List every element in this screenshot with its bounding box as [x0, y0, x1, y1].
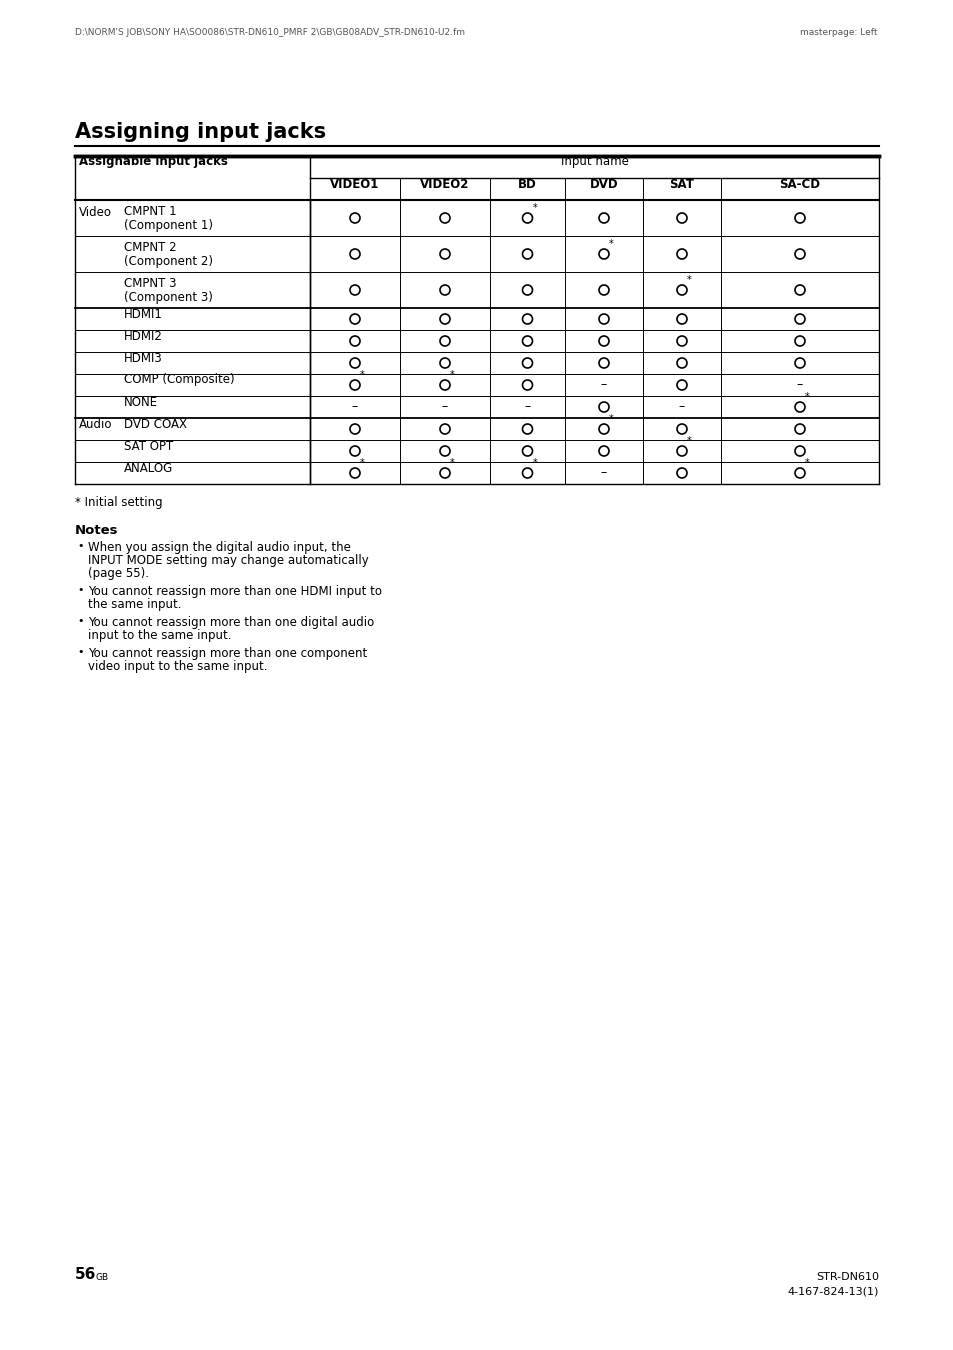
Text: the same input.: the same input. — [88, 598, 181, 612]
Text: NONE: NONE — [124, 396, 158, 409]
Text: INPUT MODE setting may change automatically: INPUT MODE setting may change automatica… — [88, 554, 369, 567]
Text: (Component 3): (Component 3) — [124, 292, 213, 304]
Text: DVD: DVD — [589, 177, 618, 190]
Text: COMP (Composite): COMP (Composite) — [124, 374, 234, 386]
Text: *: * — [450, 370, 455, 379]
Text: *: * — [359, 370, 364, 379]
Text: When you assign the digital audio input, the: When you assign the digital audio input,… — [88, 541, 351, 554]
Text: *: * — [804, 392, 809, 402]
Text: HDMI1: HDMI1 — [124, 308, 163, 320]
Text: –: – — [600, 467, 606, 479]
Text: –: – — [524, 401, 530, 413]
Text: * Initial setting: * Initial setting — [75, 495, 162, 509]
Text: CMPNT 3: CMPNT 3 — [124, 277, 176, 290]
Text: GB: GB — [96, 1273, 109, 1282]
Text: *: * — [359, 458, 364, 468]
Text: –: – — [679, 401, 684, 413]
Text: *: * — [532, 202, 537, 213]
Text: Assigning input jacks: Assigning input jacks — [75, 122, 326, 142]
Text: •: • — [77, 585, 84, 595]
Text: You cannot reassign more than one HDMI input to: You cannot reassign more than one HDMI i… — [88, 585, 381, 598]
Text: –: – — [600, 378, 606, 392]
Text: *: * — [686, 275, 691, 285]
Text: SA-CD: SA-CD — [779, 177, 820, 190]
Text: You cannot reassign more than one component: You cannot reassign more than one compon… — [88, 647, 367, 660]
Text: 56: 56 — [75, 1268, 96, 1282]
Text: STR-DN610: STR-DN610 — [815, 1272, 878, 1282]
Text: DVD COAX: DVD COAX — [124, 417, 187, 431]
Text: (Component 1): (Component 1) — [124, 219, 213, 232]
Text: *: * — [608, 239, 613, 248]
Text: You cannot reassign more than one digital audio: You cannot reassign more than one digita… — [88, 616, 374, 629]
Text: VIDEO1: VIDEO1 — [330, 177, 379, 190]
Text: ANALOG: ANALOG — [124, 462, 173, 474]
Text: *: * — [804, 458, 809, 468]
Text: SAT: SAT — [669, 177, 694, 190]
Text: •: • — [77, 616, 84, 626]
Text: Audio: Audio — [79, 417, 112, 431]
Text: –: – — [352, 401, 357, 413]
Text: Assignable input jacks: Assignable input jacks — [79, 155, 228, 169]
Text: video input to the same input.: video input to the same input. — [88, 660, 267, 674]
Text: –: – — [796, 378, 802, 392]
Text: •: • — [77, 647, 84, 657]
Text: D:\NORM'S JOB\SONY HA\SO0086\STR-DN610_PMRF 2\GB\GB08ADV_STR-DN610-U2.fm: D:\NORM'S JOB\SONY HA\SO0086\STR-DN610_P… — [75, 28, 464, 36]
Text: *: * — [450, 458, 455, 468]
Text: (Component 2): (Component 2) — [124, 255, 213, 269]
Text: masterpage: Left: masterpage: Left — [800, 28, 877, 36]
Text: *: * — [532, 458, 537, 468]
Text: *: * — [608, 414, 613, 424]
Text: CMPNT 2: CMPNT 2 — [124, 242, 176, 254]
Text: 4-167-824-13(1): 4-167-824-13(1) — [787, 1287, 878, 1296]
Text: CMPNT 1: CMPNT 1 — [124, 205, 176, 217]
Text: BD: BD — [517, 177, 537, 190]
Text: Notes: Notes — [75, 524, 118, 537]
Text: HDMI2: HDMI2 — [124, 329, 163, 343]
Text: VIDEO2: VIDEO2 — [420, 177, 469, 190]
Text: •: • — [77, 541, 84, 551]
Text: HDMI3: HDMI3 — [124, 351, 163, 364]
Text: SAT OPT: SAT OPT — [124, 440, 173, 452]
Text: Input name: Input name — [560, 155, 628, 169]
Text: Video: Video — [79, 207, 112, 220]
Text: (page 55).: (page 55). — [88, 567, 149, 580]
Text: *: * — [686, 436, 691, 446]
Text: input to the same input.: input to the same input. — [88, 629, 232, 643]
Text: –: – — [441, 401, 448, 413]
